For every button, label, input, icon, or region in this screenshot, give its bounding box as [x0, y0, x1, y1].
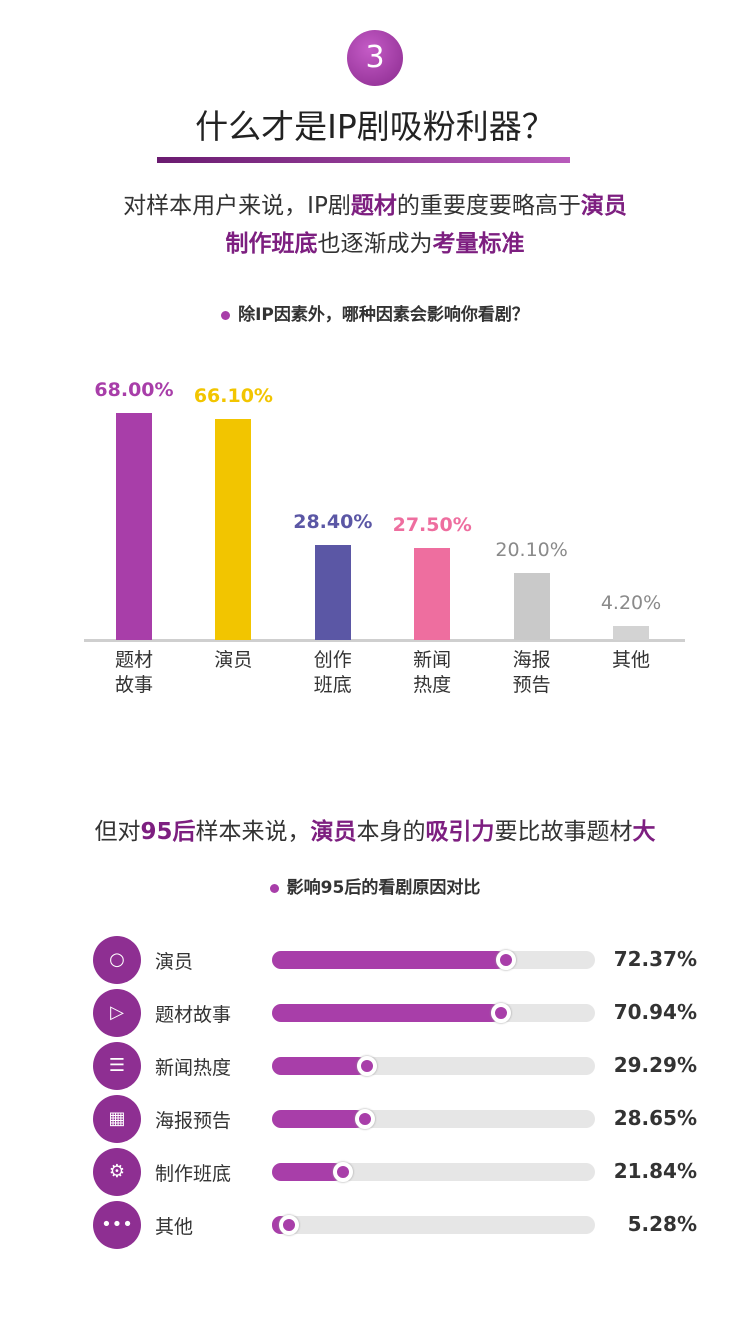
knob: [491, 1003, 512, 1023]
text-segment: 对样本用户来说，IP剧: [123, 193, 351, 219]
bar: [215, 419, 252, 640]
track: [272, 1216, 595, 1234]
text-segment: 本身的: [356, 819, 426, 845]
row-icon: ☰: [93, 1042, 141, 1090]
value-label: 27.50%: [392, 514, 472, 537]
value-label: 4.20%: [600, 591, 662, 614]
x-tick-label: 题材故事: [114, 649, 153, 696]
bar: [613, 625, 649, 640]
text-segment: 也逐渐成为: [317, 231, 433, 257]
progress-bar: [272, 1004, 502, 1022]
row-icon: ○: [93, 936, 141, 984]
chart-title: 除IP因素外，哪种因素会影响你看剧？: [0, 300, 750, 325]
text-segment: 样本来说，: [195, 819, 311, 845]
bar: [116, 412, 152, 640]
value-label: 68.00%: [94, 378, 174, 401]
row-label: 题材故事: [155, 1004, 232, 1026]
row-label: 演员: [155, 951, 194, 973]
text-segment: 要比故事题材: [494, 819, 633, 845]
text-segment: 的重要度要略高于: [396, 193, 581, 219]
text-segment: 大: [632, 819, 656, 845]
value-label: 5.28%: [627, 1212, 697, 1236]
text-segment: 考量标准: [432, 231, 525, 257]
value-label: 28.65%: [613, 1106, 697, 1130]
row-icon: ▦: [93, 1095, 141, 1143]
page-title: 什么才是IP剧吸粉利器？: [195, 107, 555, 146]
bar: [314, 545, 351, 640]
knob: [354, 1109, 375, 1129]
value-label: 20.10%: [495, 538, 568, 561]
value-label: 21.84%: [613, 1159, 697, 1183]
text-segment: 吸引力: [425, 819, 495, 845]
row-icon: •••: [93, 1201, 141, 1249]
chart-title: 影响95后的看剧原因对比: [0, 873, 750, 898]
progress-bar: [272, 1110, 365, 1128]
row-label: 新闻热度: [155, 1057, 232, 1079]
row-label: 其他: [155, 1216, 194, 1238]
value-label: 72.37%: [613, 947, 697, 971]
bar: [513, 572, 550, 640]
x-tick-label: 新闻热度: [413, 649, 452, 696]
row-icon: ▷: [93, 989, 141, 1037]
value-label: 66.10%: [193, 385, 273, 408]
knob: [332, 1162, 353, 1182]
progress-bar: [272, 1057, 367, 1075]
value-label: 28.40%: [293, 511, 373, 534]
subtitle: 但对95后样本来说，演员本身的吸引力要比故事题材大: [0, 812, 750, 846]
value-label: 70.94%: [613, 1000, 697, 1024]
badge: 3: [347, 30, 403, 86]
x-tick-label: 演员: [214, 649, 253, 671]
text-segment: 95后: [140, 819, 196, 845]
row-icon: ⚙: [93, 1148, 141, 1196]
title-underline: [157, 157, 570, 163]
bar: [414, 548, 451, 640]
baseline: [84, 639, 685, 642]
value-label: 29.29%: [613, 1053, 697, 1077]
knob: [495, 950, 516, 970]
text-segment: 题材: [350, 193, 397, 219]
row-label: 制作班底: [155, 1163, 232, 1185]
text-segment: 演员: [580, 193, 627, 219]
knob: [356, 1056, 377, 1076]
knob: [279, 1215, 300, 1235]
text-segment: 制作班底: [225, 231, 318, 257]
text-segment: 演员: [310, 819, 357, 845]
track: [272, 1163, 595, 1181]
progress-bar: [272, 951, 506, 969]
x-tick-label: 其他: [611, 649, 650, 671]
x-tick-label: 海报预告: [512, 649, 551, 696]
progress-bar: [272, 1163, 343, 1181]
text-segment: 但对: [94, 819, 141, 845]
text-line: 对样本用户来说，IP剧题材的重要度要略高于演员: [0, 186, 750, 220]
row-label: 海报预告: [155, 1110, 232, 1132]
text-line: 制作班底也逐渐成为考量标准: [0, 224, 750, 258]
x-tick-label: 创作班底: [313, 649, 352, 696]
